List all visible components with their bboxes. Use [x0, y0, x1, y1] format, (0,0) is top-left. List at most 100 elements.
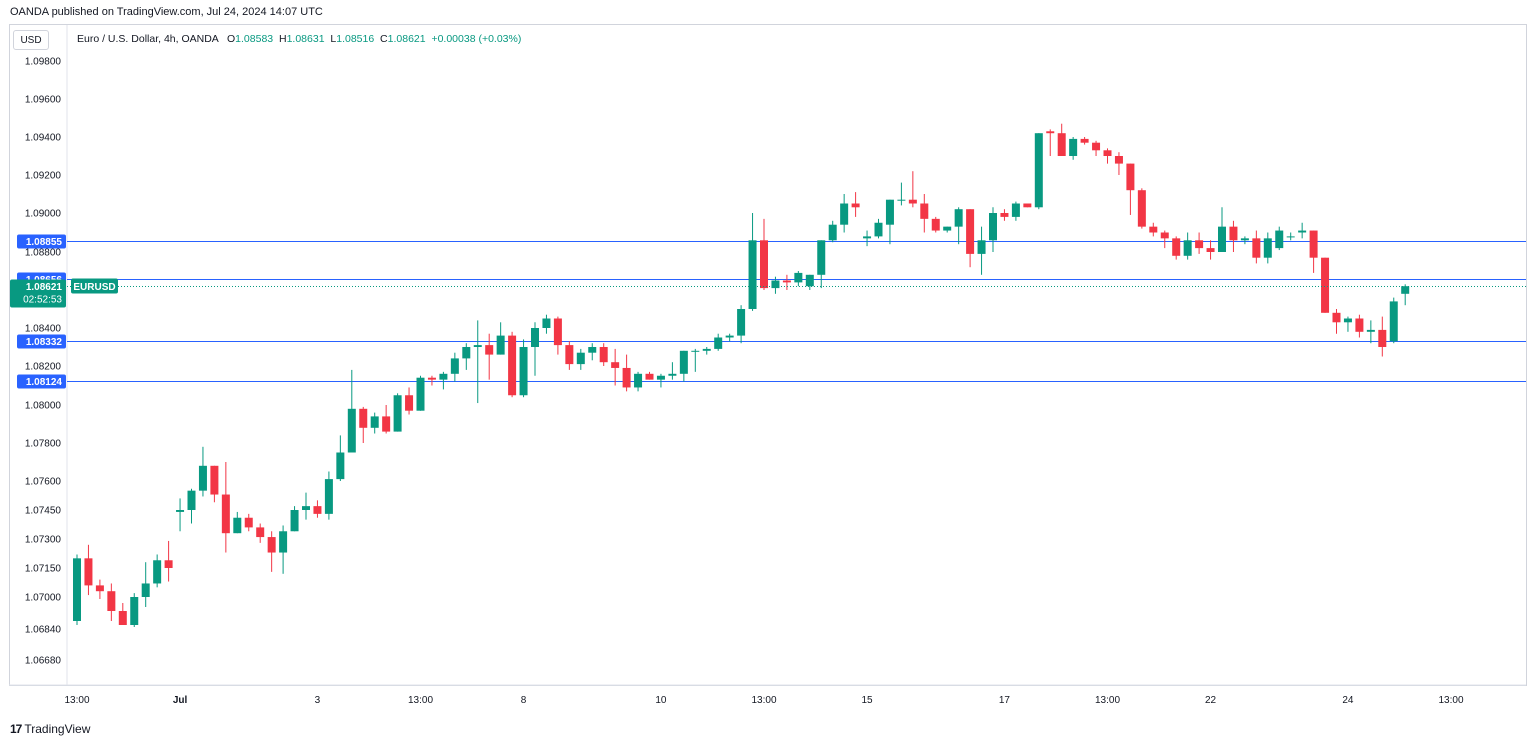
candle-body[interactable] [450, 358, 459, 374]
candle-body[interactable] [920, 203, 929, 219]
candle-body[interactable] [1103, 150, 1112, 156]
candle-body[interactable] [405, 395, 414, 411]
candle-body[interactable] [1286, 236, 1295, 238]
candle-body[interactable] [347, 408, 356, 453]
candle-body[interactable] [1195, 240, 1204, 249]
candle-body[interactable] [1378, 329, 1387, 347]
candle-body[interactable] [336, 452, 345, 480]
candle-body[interactable] [1183, 240, 1192, 256]
candle-body[interactable] [977, 240, 986, 254]
candle-body[interactable] [691, 350, 700, 352]
candle-body[interactable] [817, 240, 826, 275]
candle-body[interactable] [1366, 329, 1375, 332]
candle-body[interactable] [782, 280, 791, 283]
candle-body[interactable] [290, 510, 299, 532]
candle-body[interactable] [141, 583, 150, 597]
candle-body[interactable] [1229, 226, 1238, 241]
candle-body[interactable] [897, 199, 906, 201]
candle-body[interactable] [1126, 163, 1135, 191]
candle-body[interactable] [1401, 286, 1410, 294]
candle-body[interactable] [599, 347, 608, 363]
candle-body[interactable] [931, 218, 940, 231]
candle-body[interactable] [416, 377, 425, 411]
candle-body[interactable] [473, 345, 482, 347]
candle-body[interactable] [1034, 133, 1043, 208]
candle-body[interactable] [1332, 312, 1341, 323]
candle-body[interactable] [1069, 138, 1078, 156]
candle-body[interactable] [1275, 230, 1284, 249]
candle-body[interactable] [370, 416, 379, 428]
candle-body[interactable] [748, 240, 757, 309]
candle-body[interactable] [1172, 238, 1181, 256]
candle-body[interactable] [668, 373, 677, 376]
candle-body[interactable] [760, 240, 768, 289]
candle-body[interactable] [908, 199, 917, 204]
candle-body[interactable] [393, 395, 402, 432]
candle-body[interactable] [1160, 232, 1169, 239]
candle-body[interactable] [679, 350, 688, 374]
candle-body[interactable] [313, 506, 322, 514]
candle-body[interactable] [588, 347, 597, 353]
candle-body[interactable] [828, 224, 837, 241]
candle-body[interactable] [1355, 318, 1364, 332]
candle-body[interactable] [565, 345, 574, 365]
candle-body[interactable] [508, 335, 517, 396]
candle-body[interactable] [553, 318, 562, 346]
candle-body[interactable] [702, 348, 711, 351]
candle-body[interactable] [485, 345, 494, 355]
candle-body[interactable] [1137, 190, 1146, 227]
candle-body[interactable] [885, 199, 894, 225]
candle-body[interactable] [256, 527, 265, 538]
currency-button[interactable]: USD [13, 30, 49, 50]
candle-body[interactable] [954, 209, 963, 227]
candle-body[interactable] [1023, 203, 1032, 208]
candle-body[interactable] [840, 203, 849, 225]
candle-body[interactable] [176, 510, 185, 512]
candle-body[interactable] [519, 347, 528, 396]
candle-body[interactable] [1389, 301, 1398, 342]
candle-body[interactable] [164, 560, 173, 568]
candle-body[interactable] [1080, 138, 1089, 143]
candle-body[interactable] [1309, 230, 1318, 258]
candle-body[interactable] [221, 494, 230, 534]
candle-body[interactable] [714, 337, 723, 349]
candle-body[interactable] [645, 373, 654, 380]
candle-body[interactable] [1092, 142, 1101, 151]
candle-body[interactable] [771, 280, 780, 289]
candle-body[interactable] [576, 352, 585, 365]
candle-body[interactable] [427, 377, 436, 380]
candle-body[interactable] [279, 531, 288, 553]
candle-body[interactable] [324, 479, 333, 514]
candle-body[interactable] [1046, 131, 1055, 134]
tradingview-logo[interactable]: 17 TradingView [10, 722, 90, 736]
candle-body[interactable] [1252, 238, 1261, 258]
candle-body[interactable] [622, 367, 631, 388]
candle-body[interactable] [187, 490, 196, 510]
candle-body[interactable] [725, 335, 734, 338]
candle-body[interactable] [794, 272, 803, 283]
candle-body[interactable] [233, 517, 242, 534]
candle-body[interactable] [95, 585, 104, 592]
candle-body[interactable] [1000, 213, 1009, 217]
candle-body[interactable] [805, 274, 814, 287]
candle-body[interactable] [198, 465, 207, 491]
candle-body[interactable] [118, 611, 127, 625]
candle-body[interactable] [496, 335, 505, 355]
candle-body[interactable] [737, 309, 746, 336]
candle-body[interactable] [1343, 318, 1352, 323]
candle-body[interactable] [267, 537, 276, 553]
candle-body[interactable] [1321, 257, 1330, 313]
candle-body[interactable] [244, 517, 253, 528]
candle-body[interactable] [851, 203, 860, 208]
candle-body[interactable] [302, 506, 310, 510]
candle-body[interactable] [1149, 226, 1158, 233]
candle-body[interactable] [1114, 156, 1123, 164]
candle-body[interactable] [1263, 238, 1272, 258]
candle-body[interactable] [439, 373, 448, 380]
candle-body[interactable] [462, 347, 471, 359]
candle-body[interactable] [611, 362, 620, 368]
candle-body[interactable] [874, 222, 883, 237]
symbol-description[interactable]: Euro / U.S. Dollar, 4h, OANDA [77, 33, 219, 45]
candle-body[interactable] [130, 597, 139, 625]
